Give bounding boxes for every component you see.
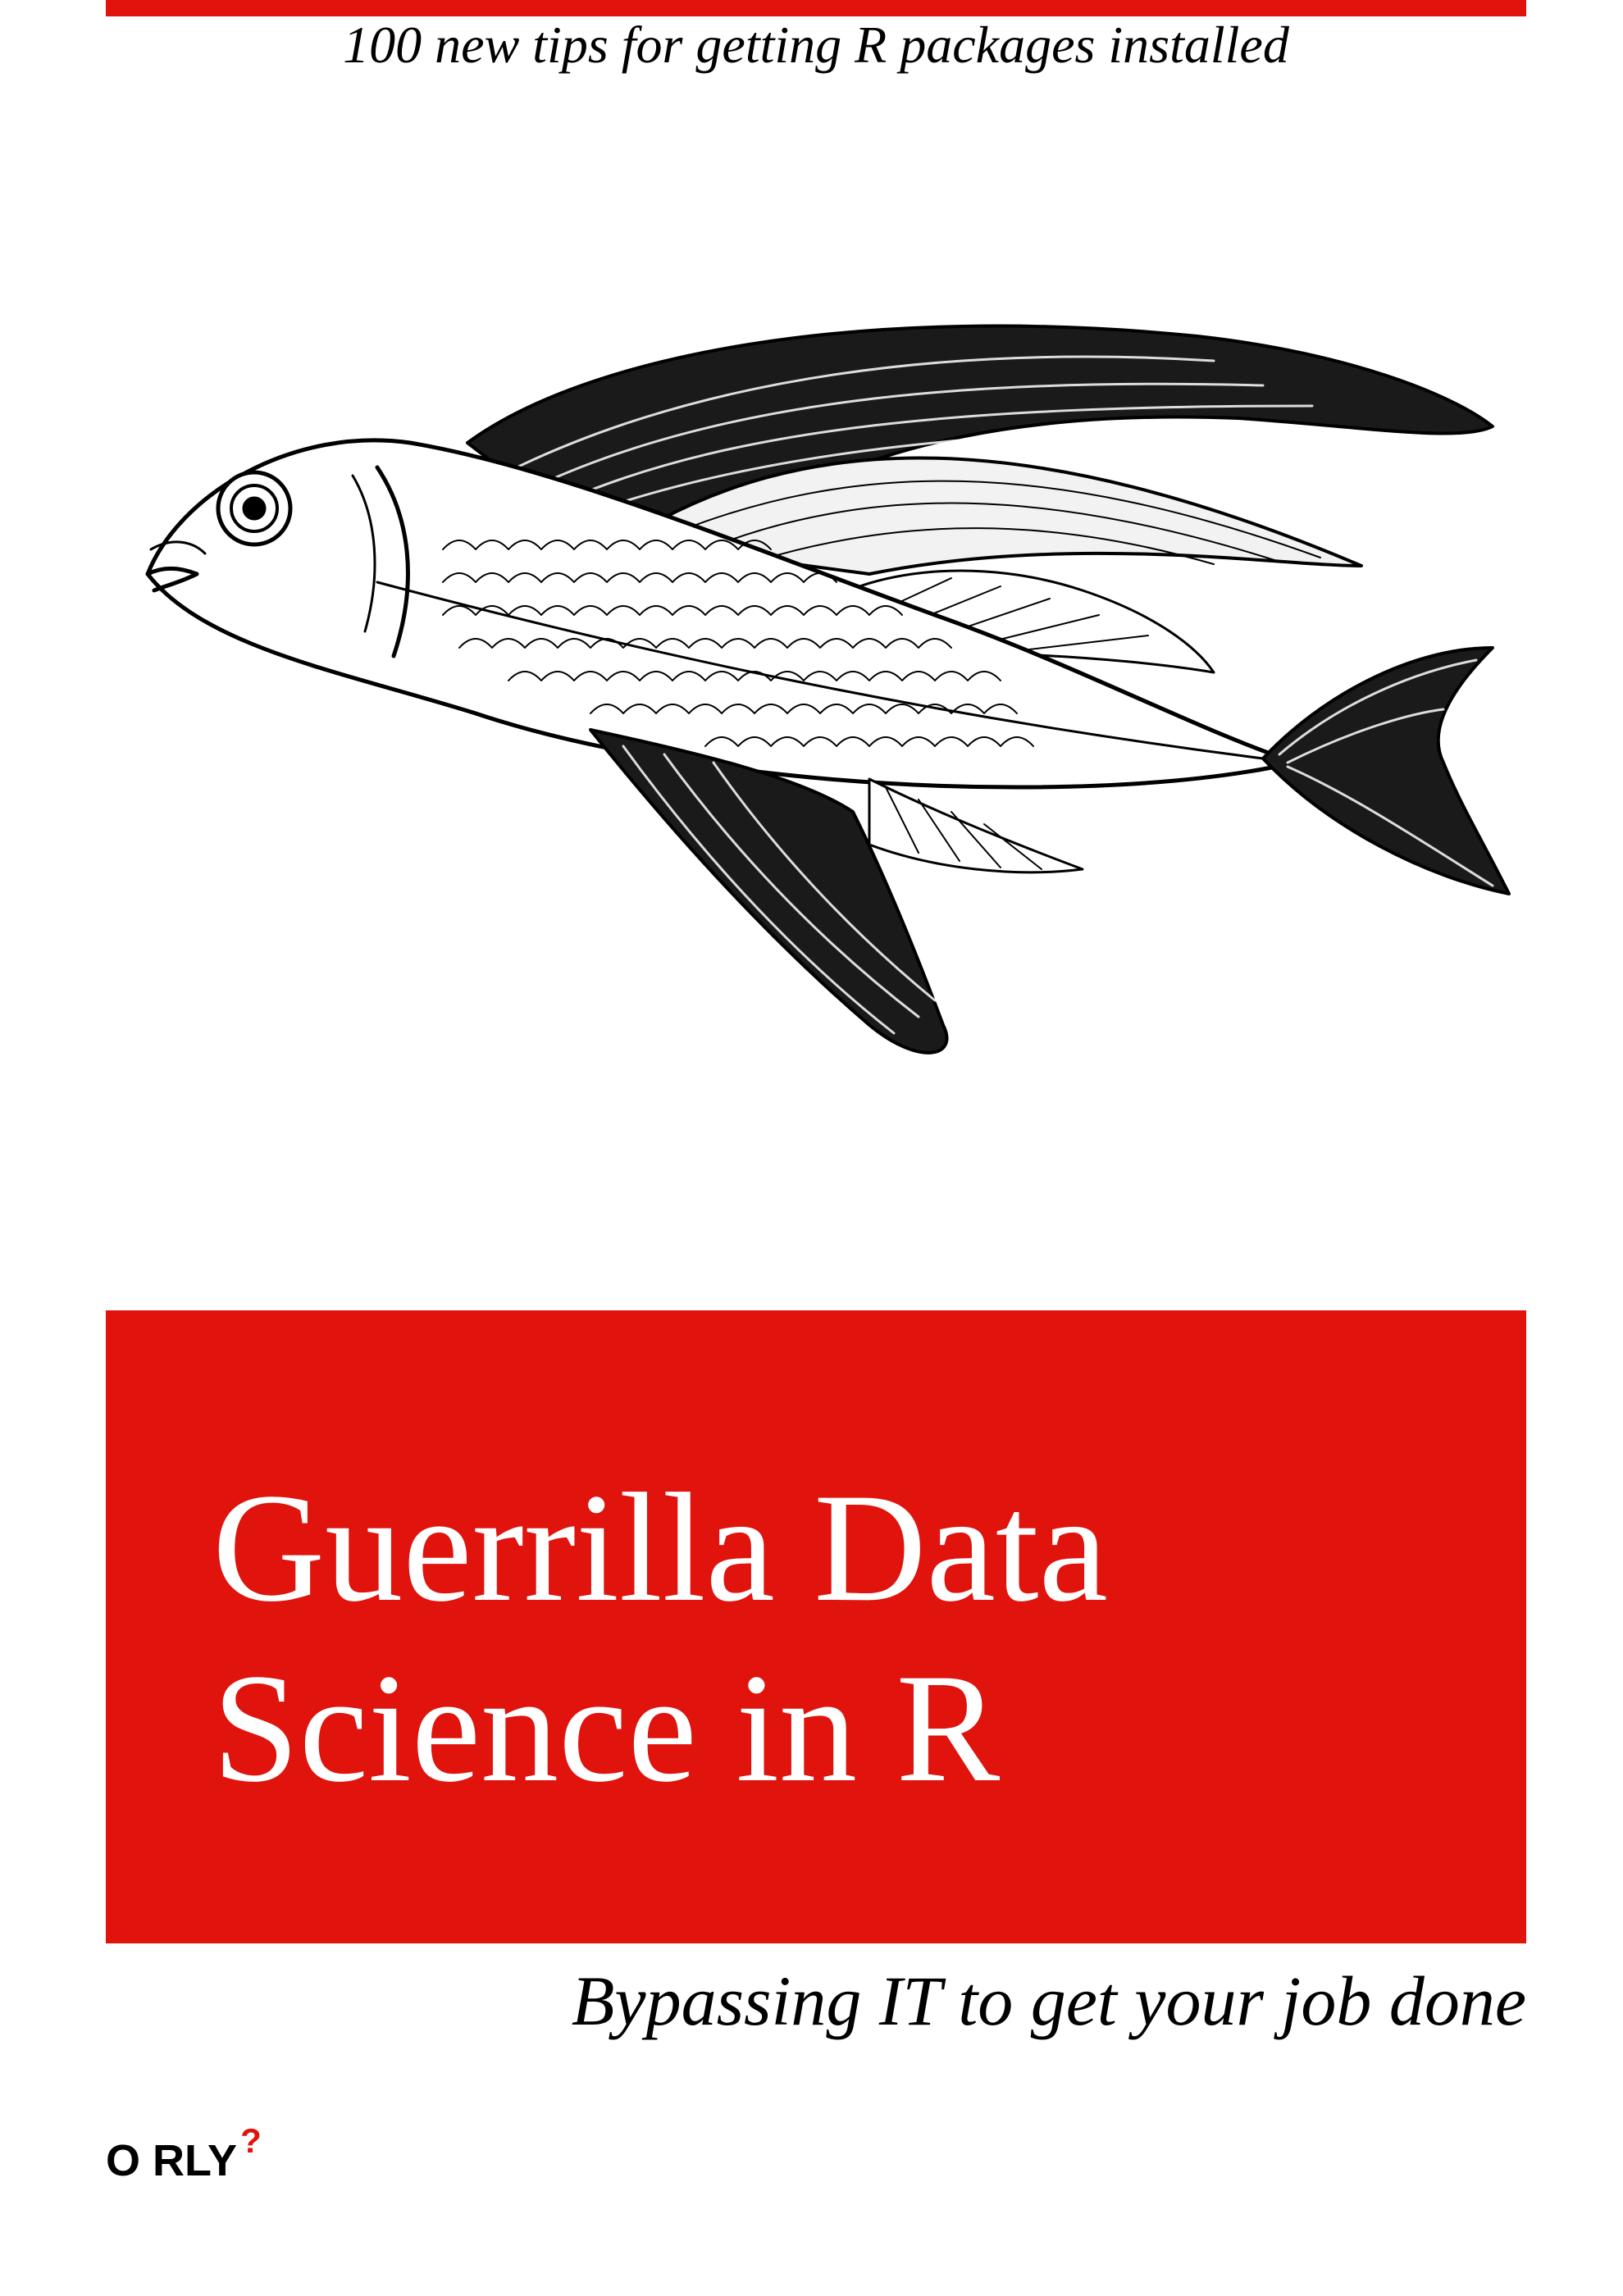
top-accent-bar: [106, 0, 1526, 16]
publisher-question-mark: ?: [240, 2121, 262, 2160]
tail-fin-shape: [1261, 646, 1511, 895]
book-title: Guerrilla Data Science in R: [212, 1462, 1108, 1815]
anal-fin-shape: [868, 777, 1084, 874]
cover-top-subtitle: 100 new tips for getting R packages inst…: [343, 16, 1289, 74]
secondary-wing-shape: [622, 456, 1363, 576]
lower-wing-shape: [589, 728, 949, 1055]
publisher-logo: O RLY?: [106, 2121, 262, 2193]
book-tagline: Bypassing IT to get your job done: [571, 1961, 1526, 2040]
publisher-name: O RLY: [106, 2136, 238, 2185]
flying-fish-illustration: [145, 324, 1511, 1055]
title-block: Guerrilla Data Science in R: [106, 1310, 1526, 1943]
